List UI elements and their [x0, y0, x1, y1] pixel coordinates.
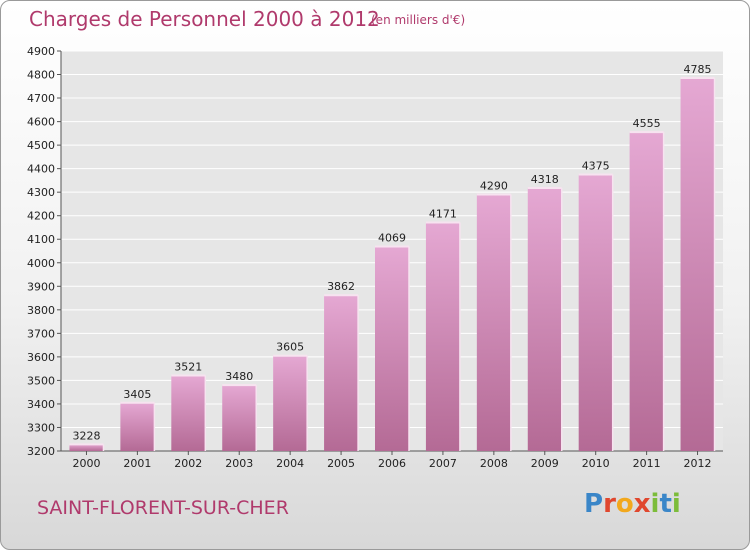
x-tick-label: 2004 [276, 457, 304, 470]
y-tick-label: 3400 [27, 398, 55, 411]
data-label: 4375 [582, 160, 610, 173]
data-label: 3521 [174, 360, 202, 373]
data-label: 4069 [378, 232, 406, 245]
data-label: 4555 [633, 117, 661, 130]
bar [120, 402, 155, 451]
data-label: 3405 [123, 388, 151, 401]
y-tick-label: 4300 [27, 186, 55, 199]
data-label: 4171 [429, 208, 457, 221]
data-label: 3228 [72, 429, 100, 442]
x-tick-label: 2012 [684, 457, 712, 470]
logo-letter: t [659, 489, 672, 519]
x-tick-label: 2006 [378, 457, 406, 470]
y-tick-label: 4700 [27, 92, 55, 105]
data-label: 4785 [684, 63, 712, 76]
y-tick-label: 4900 [27, 45, 55, 58]
y-tick-label: 4000 [27, 257, 55, 270]
bar [171, 375, 206, 451]
y-tick-label: 3300 [27, 421, 55, 434]
y-tick-label: 4200 [27, 210, 55, 223]
bar [273, 355, 308, 451]
chart-subtitle: (en milliers d'€) [371, 13, 466, 27]
x-tick-label: 2000 [72, 457, 100, 470]
chart-title: Charges de Personnel 2000 à 2012 [29, 7, 380, 31]
bar [680, 78, 715, 451]
bar [69, 444, 104, 451]
x-tick-label: 2009 [531, 457, 559, 470]
y-tick-label: 3700 [27, 327, 55, 340]
y-tick-label: 4600 [27, 116, 55, 129]
x-tick-label: 2001 [123, 457, 151, 470]
y-tick-label: 4800 [27, 69, 55, 82]
logo-letter: o [615, 489, 634, 519]
bar [629, 132, 664, 452]
y-tick-label: 4500 [27, 139, 55, 152]
bar [375, 246, 409, 451]
data-label: 3480 [225, 370, 253, 383]
y-tick-label: 3200 [27, 445, 55, 458]
x-tick-label: 2008 [480, 457, 508, 470]
data-label: 3605 [276, 341, 304, 354]
logo-letter: i [671, 489, 681, 519]
bar [222, 385, 257, 451]
bar [425, 222, 460, 451]
data-label: 3862 [327, 280, 355, 293]
y-tick-label: 3500 [27, 374, 55, 387]
town-name: SAINT-FLORENT-SUR-CHER [37, 497, 289, 519]
x-tick-label: 2011 [633, 457, 661, 470]
y-tick-label: 4100 [27, 233, 55, 246]
y-tick-label: 4400 [27, 163, 55, 176]
y-tick-label: 3800 [27, 304, 55, 317]
bar [324, 295, 359, 451]
bar [578, 174, 613, 451]
logo-letter: x [633, 489, 651, 519]
logo-letter: i [650, 489, 660, 519]
logo-letter: P [584, 489, 604, 519]
proxiti-logo: Proxiti [584, 489, 681, 519]
y-tick-label: 3900 [27, 280, 55, 293]
bar [476, 194, 511, 451]
x-tick-label: 2010 [582, 457, 610, 470]
bar [527, 187, 562, 452]
x-tick-label: 2005 [327, 457, 355, 470]
x-tick-label: 2007 [429, 457, 457, 470]
logo-letter: r [603, 489, 616, 519]
data-label: 4318 [531, 173, 559, 186]
data-label: 4290 [480, 180, 508, 193]
x-tick-label: 2003 [225, 457, 253, 470]
y-tick-label: 3600 [27, 351, 55, 364]
x-tick-label: 2002 [174, 457, 202, 470]
